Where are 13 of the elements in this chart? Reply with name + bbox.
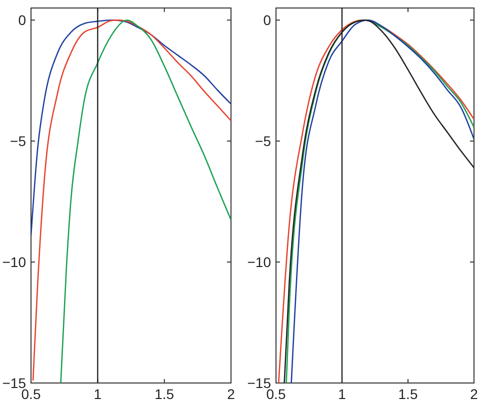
x-tick-label: 1.5	[154, 386, 174, 402]
y-tick-label: −10	[2, 254, 26, 270]
x-tick-label: 2	[227, 386, 236, 402]
x-tick-label: 1	[338, 386, 346, 402]
y-tick-label: −5	[255, 132, 272, 149]
y-tick-label: −5	[10, 132, 26, 149]
y-tick-label: −10	[247, 254, 272, 270]
x-tick-label: 1	[94, 386, 102, 402]
line-series	[31, 19, 231, 236]
y-tick-label: 0	[18, 12, 26, 28]
y-tick-label: 0	[263, 12, 272, 28]
x-tick-label: 2	[470, 386, 478, 402]
x-tick-label: 1.5	[398, 386, 418, 402]
